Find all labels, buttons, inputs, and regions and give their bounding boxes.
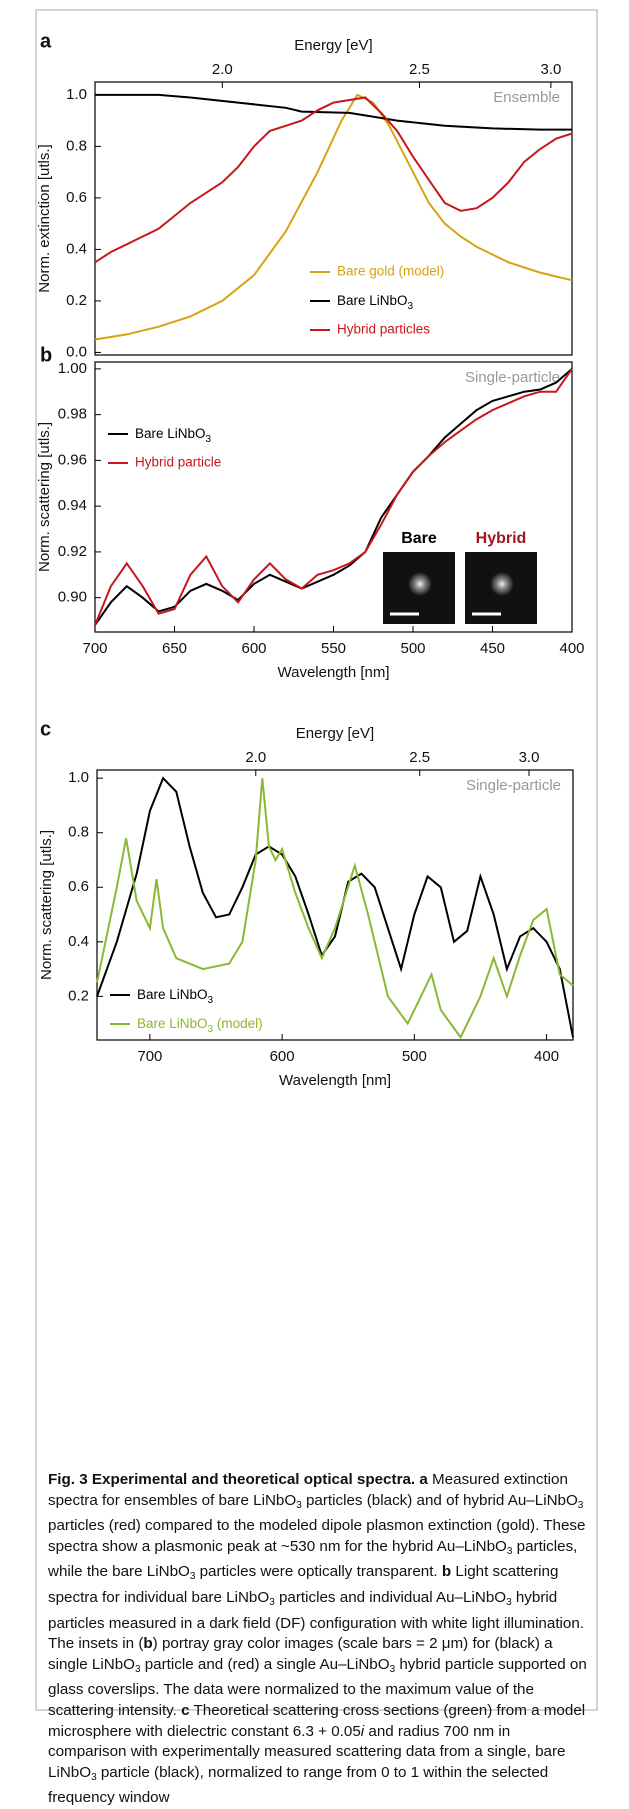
caption-run: c	[181, 1701, 190, 1719]
y-tick-label: 1.0	[66, 86, 87, 103]
y-tick-label: 0.4	[68, 933, 89, 950]
particle-spot	[490, 572, 514, 596]
caption-run: particles (red) compared to the modeled …	[48, 1517, 586, 1555]
caption-run: hybrid particle supported on glass cover…	[48, 1655, 587, 1719]
x2-tick-label: 3.0	[519, 749, 540, 766]
y-tick-label: 1.0	[68, 769, 89, 786]
caption-run: particles and individual Au–LiNbO	[274, 1588, 507, 1606]
y-tick-label: 0.8	[68, 824, 89, 841]
caption-run: 3	[296, 1499, 302, 1511]
panel-label: c	[40, 718, 51, 740]
y-tick-label: 0.6	[66, 189, 87, 206]
x2-axis-label: Energy [eV]	[296, 725, 374, 742]
caption: Fig. 3 Experimental and theoretical opti…	[48, 1470, 588, 1809]
caption-run: ) portray gray color images (scale bars …	[48, 1635, 553, 1673]
x2-axis-label: Energy [eV]	[294, 37, 372, 54]
y-tick-label: 0.96	[58, 451, 87, 468]
x2-tick-label: 2.5	[409, 749, 430, 766]
caption-run: Measured extinction spectra for ensemble…	[48, 1471, 568, 1509]
annotation: Single-particle	[465, 369, 560, 386]
y-tick-label: 0.2	[66, 292, 87, 309]
x-tick-label: 600	[270, 1048, 295, 1065]
inset-label: Bare	[401, 530, 437, 547]
data-line	[95, 93, 572, 131]
x-tick-label: 600	[241, 640, 266, 657]
panel-label: b	[40, 344, 52, 366]
data-line	[94, 96, 573, 264]
y-axis-label: Norm. scattering [utls.]	[38, 830, 55, 980]
plot-frame	[96, 769, 574, 1041]
y-tick-label: 0.2	[68, 987, 89, 1004]
legend-label: Bare LiNbO3	[135, 426, 212, 446]
caption-run: 3	[506, 1545, 513, 1557]
legend-label: Bare LiNbO3	[337, 293, 414, 313]
y-tick-label: 0.92	[58, 543, 87, 560]
x2-tick-label: 2.0	[245, 749, 266, 766]
caption-run: particle and (red) a single Au–LiNbO	[140, 1655, 390, 1673]
x-tick-label: 400	[559, 640, 584, 657]
caption-run: 3	[389, 1663, 396, 1675]
x2-tick-label: 3.0	[540, 61, 561, 78]
x-tick-label: 450	[480, 640, 505, 657]
x-tick-label: 700	[82, 640, 107, 657]
caption-run: 3	[269, 1596, 275, 1608]
data-line	[94, 368, 573, 626]
y-tick-label: 0.8	[66, 137, 87, 154]
x2-tick-label: 2.5	[409, 61, 430, 78]
y-tick-label: 0.98	[58, 406, 87, 423]
page: a 0.0 0.2 0.4 0.6 0.8 1.0 2.0 2.5 3.0 Energy [eV] N…	[35, 9, 598, 1807]
data-line	[94, 93, 573, 341]
data-line	[96, 778, 574, 1040]
annotation: Single-particle	[466, 777, 561, 794]
y-tick-label: 0.0	[66, 343, 87, 360]
x-tick-label: 700	[137, 1048, 162, 1065]
x-tick-label: 400	[534, 1048, 559, 1065]
figure: a 0.0 0.2 0.4 0.6 0.8 1.0 2.0 2.5 3.0 Energy [eV] N…	[35, 9, 598, 1711]
x2-tick-label: 2.0	[212, 61, 233, 78]
x-tick-label: 500	[400, 640, 425, 657]
y-axis-label: Norm. scattering [utls.]	[36, 422, 53, 572]
caption-run: b	[441, 1563, 452, 1581]
annotation: Ensemble	[493, 89, 560, 106]
plot-frame	[94, 81, 573, 356]
caption-run: 3	[134, 1663, 141, 1675]
y-tick-label: 0.6	[68, 878, 89, 895]
caption-run: 3	[577, 1499, 584, 1511]
y-tick-label: 1.00	[58, 360, 87, 377]
y-tick-label: 0.90	[58, 589, 87, 606]
caption-run: particle (black), normalized to range fr…	[48, 1763, 549, 1807]
legend-label: Hybrid particles	[337, 322, 430, 337]
legend-label: Hybrid particle	[135, 455, 221, 470]
x-tick-label: 550	[321, 640, 346, 657]
x-tick-label: 500	[402, 1048, 427, 1065]
caption-run: Light scattering spectra for individual …	[48, 1563, 559, 1606]
panel-label: a	[40, 30, 52, 52]
legend-label: Bare LiNbO3	[137, 987, 214, 1007]
caption-run: particles were optically transparent.	[195, 1563, 442, 1581]
y-axis-label: Norm. extinction [utls.]	[36, 144, 53, 292]
caption-run: b	[143, 1635, 153, 1653]
legend-label: Bare LiNbO3 (model)	[137, 1016, 263, 1036]
caption-run: hybrid particles measured in a dark fiel…	[48, 1588, 585, 1653]
x-axis-label: Wavelength [nm]	[279, 1072, 391, 1089]
y-tick-label: 0.94	[58, 497, 87, 514]
caption-run: particles, while the bare LiNbO	[48, 1537, 578, 1581]
x-tick-label: 650	[162, 640, 187, 657]
particle-spot	[408, 572, 432, 596]
inset-label: Hybrid	[476, 530, 527, 547]
caption-run: 3	[506, 1596, 512, 1608]
caption-run: Fig. 3 Experimental and theoretical opti…	[48, 1471, 428, 1488]
y-tick-label: 0.4	[66, 240, 87, 257]
caption-run: 3	[189, 1571, 196, 1583]
x-axis-label: Wavelength [nm]	[278, 664, 390, 681]
figure-frame	[35, 9, 598, 1711]
caption-run: particles (black) and of hybrid Au–LiNbO	[301, 1491, 578, 1509]
legend-label: Bare gold (model)	[337, 264, 444, 279]
